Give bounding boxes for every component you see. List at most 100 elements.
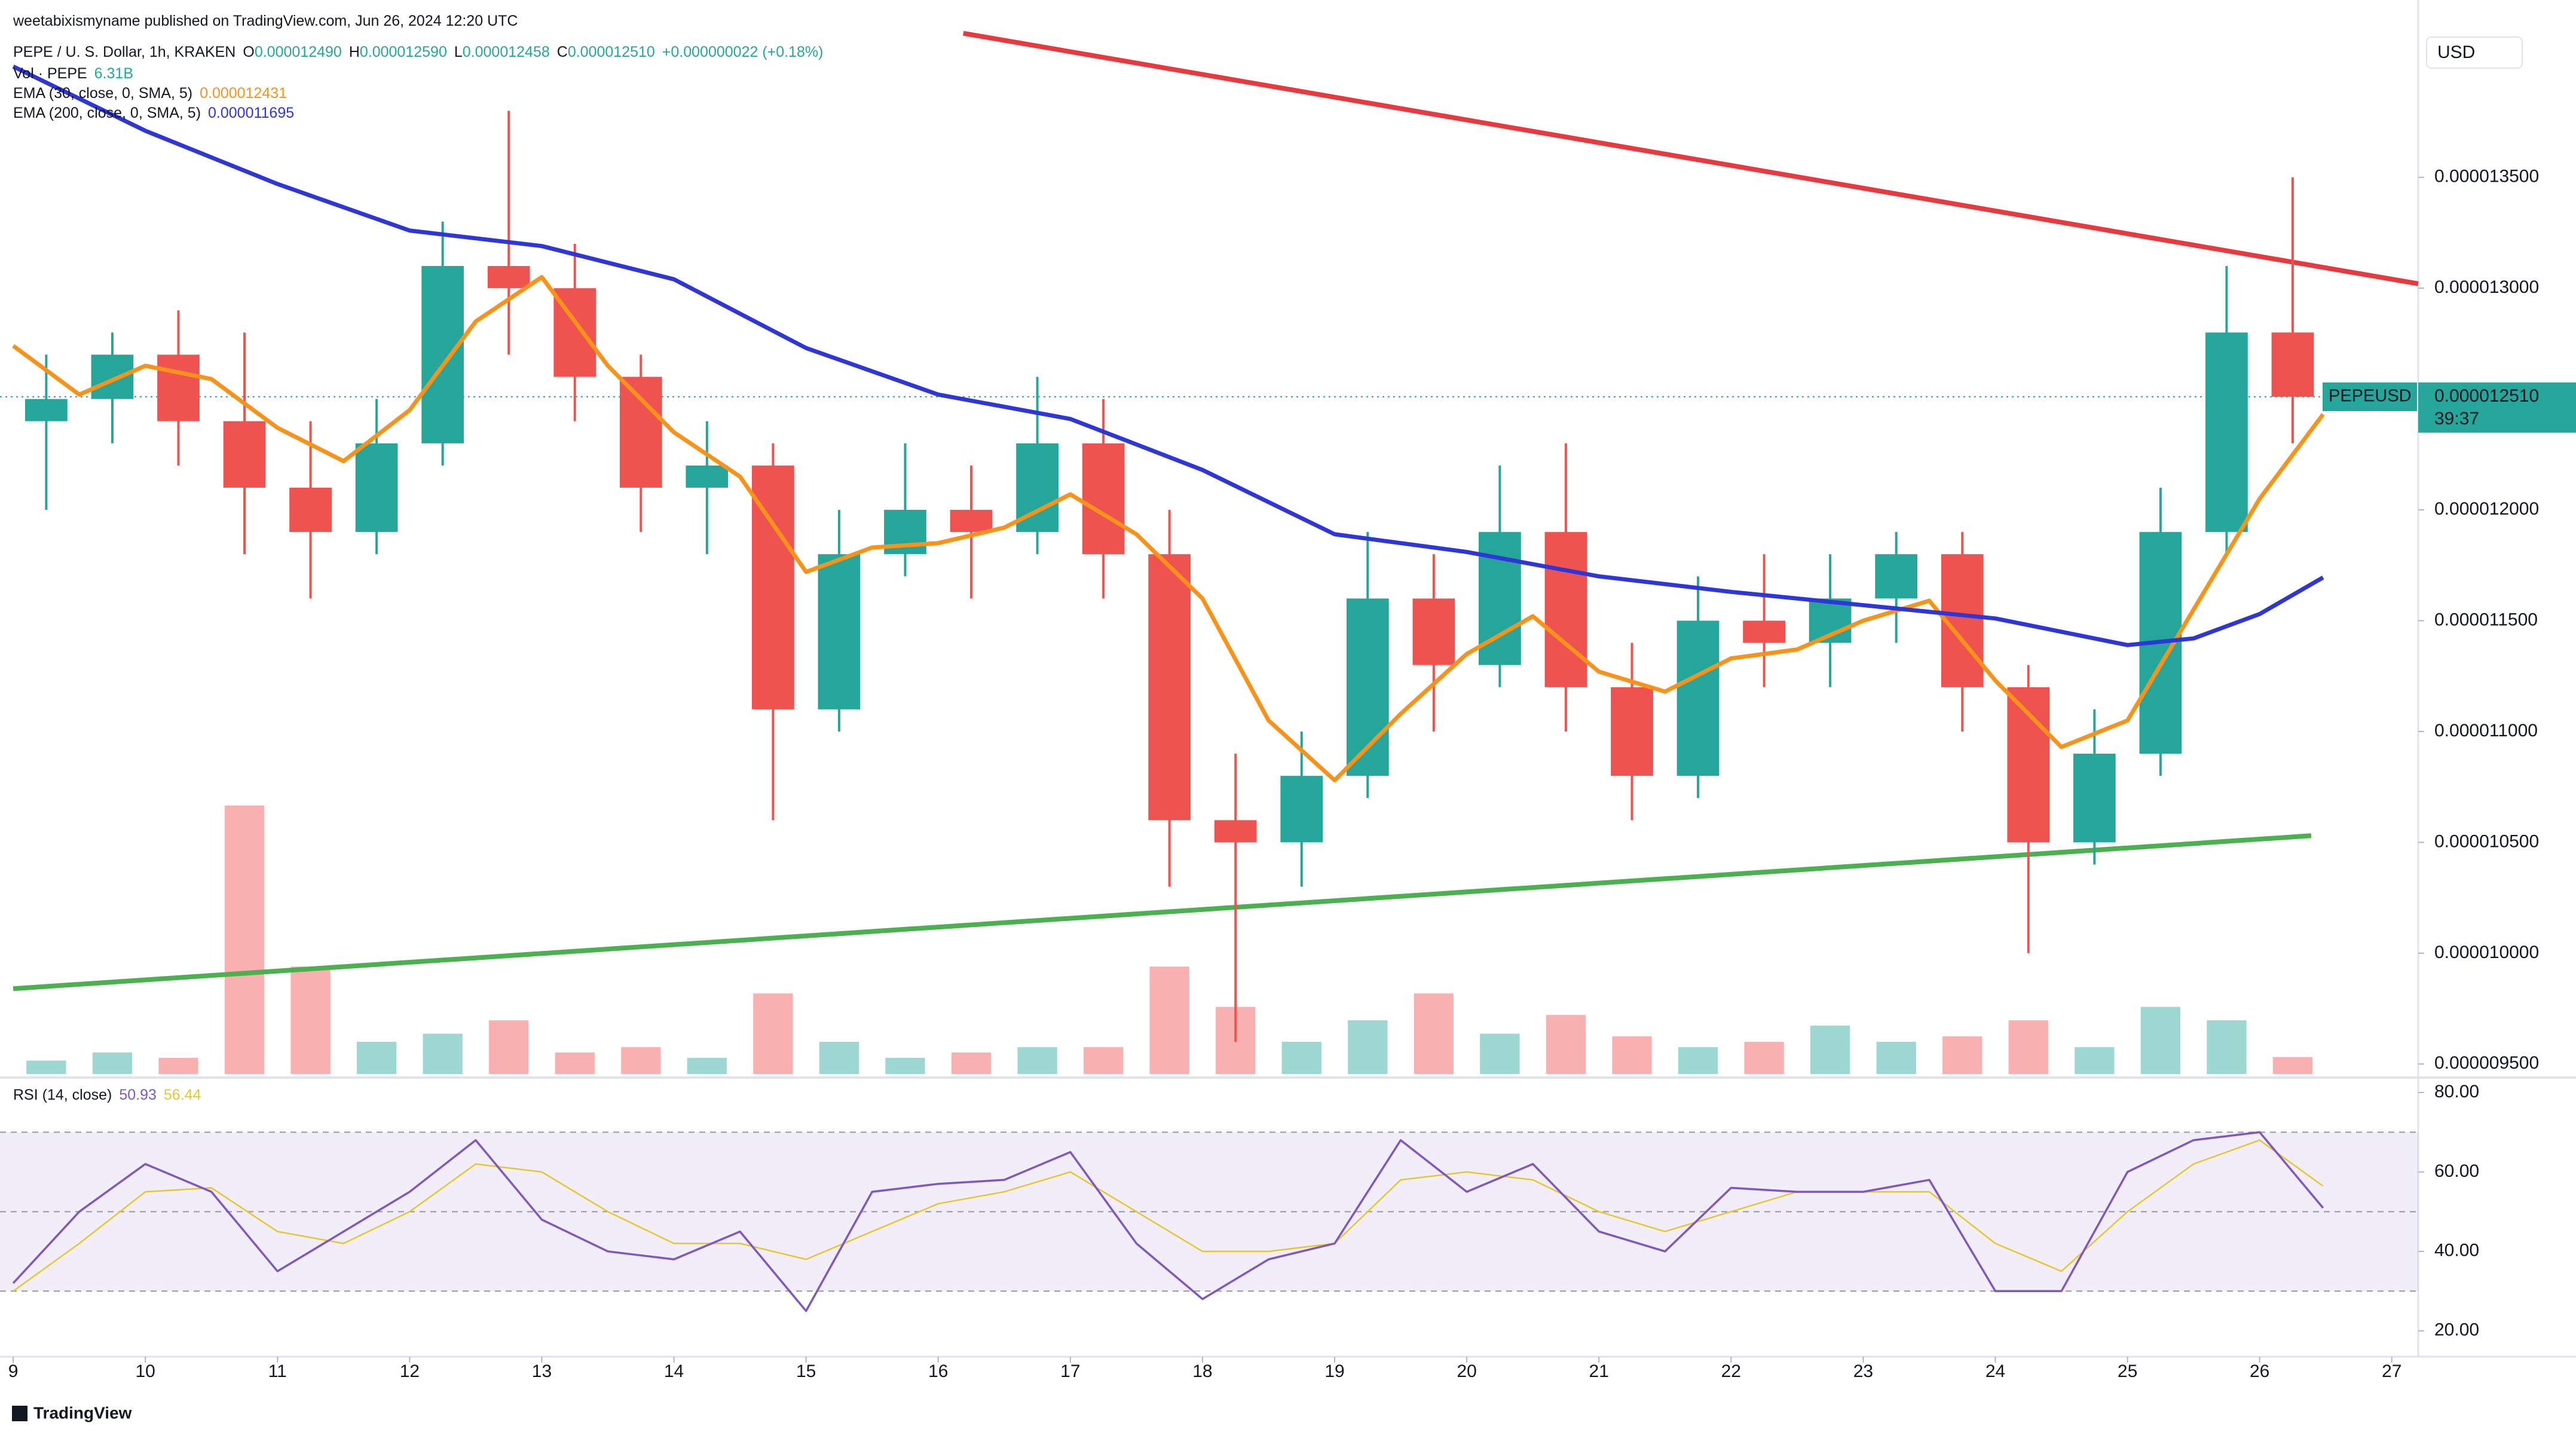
candle-body bbox=[223, 421, 266, 488]
x-tick-label: 13 bbox=[532, 1361, 552, 1381]
logo-mark bbox=[12, 1406, 27, 1421]
legend-text: 0.000012590 bbox=[360, 44, 447, 60]
x-tick-label: 16 bbox=[928, 1361, 948, 1381]
y-tick-label: 0.000013000 bbox=[2434, 277, 2539, 297]
candle-body bbox=[1214, 820, 1257, 843]
candle-body bbox=[289, 487, 332, 533]
legend-text: 0.000012431 bbox=[200, 85, 287, 102]
volume-bar bbox=[1348, 1020, 1388, 1074]
legend-line: weetabixismyname published on TradingVie… bbox=[13, 13, 518, 29]
legend-text: PEPE / U. S. Dollar, 1h, KRAKEN bbox=[13, 44, 235, 60]
candle-body bbox=[2271, 332, 2314, 397]
y-tick-label: 20.00 bbox=[2434, 1320, 2479, 1340]
y-tick-label: 80.00 bbox=[2434, 1082, 2479, 1101]
volume-bar bbox=[2008, 1020, 2048, 1074]
y-tick-label: 0.000011000 bbox=[2434, 721, 2538, 741]
currency-box[interactable] bbox=[2426, 36, 2523, 69]
volume-bar bbox=[26, 1060, 66, 1074]
legend-text: EMA (200, close, 0, SMA, 5) bbox=[13, 105, 201, 121]
legend-text: 0.000012458 bbox=[463, 44, 550, 60]
candle-body bbox=[2073, 754, 2116, 843]
last-price-label: 0.000012510 bbox=[2434, 386, 2539, 406]
symbol-label: PEPEUSD bbox=[2329, 387, 2412, 406]
currency: USD bbox=[2437, 42, 2475, 62]
x-tick-label: 14 bbox=[664, 1361, 684, 1381]
volume-bar bbox=[2207, 1020, 2247, 1074]
candle-body bbox=[1082, 443, 1125, 555]
candle-body bbox=[157, 354, 200, 421]
legend-line: Vol · PEPE 6.31B bbox=[13, 65, 133, 82]
countdown: 39:37 bbox=[2434, 409, 2479, 429]
candle-body bbox=[355, 443, 398, 533]
candle-body bbox=[619, 377, 662, 488]
volume-bar bbox=[158, 1058, 198, 1074]
volume-bar bbox=[1942, 1036, 1983, 1074]
volume-bar bbox=[1017, 1047, 1057, 1074]
volume-bar bbox=[1083, 1047, 1124, 1074]
x-tick-label: 9 bbox=[8, 1361, 19, 1381]
volume-bar bbox=[2272, 1057, 2313, 1074]
legend-text: RSI (14, close) bbox=[13, 1087, 112, 1103]
x-tick-label: 20 bbox=[1457, 1361, 1476, 1381]
x-tick-label: 25 bbox=[2118, 1361, 2137, 1381]
x-tick-label: 12 bbox=[400, 1361, 420, 1381]
volume-bar bbox=[2140, 1006, 2181, 1074]
x-tick-label: 19 bbox=[1324, 1361, 1344, 1381]
volume-bar bbox=[1414, 993, 1454, 1074]
trendline bbox=[963, 30, 2419, 286]
symbol-label-box bbox=[2323, 382, 2417, 411]
legend-text: L bbox=[454, 44, 463, 60]
branding: TradingView bbox=[33, 1403, 132, 1422]
x-tick-label: 10 bbox=[136, 1361, 155, 1381]
legend-text: 0.000012490 bbox=[255, 44, 342, 60]
volume-bar bbox=[1546, 1015, 1586, 1074]
volume-bar bbox=[687, 1058, 727, 1074]
volume-bar bbox=[1281, 1042, 1321, 1074]
volume-bar bbox=[555, 1052, 595, 1074]
candle-body bbox=[818, 554, 861, 709]
volume-bar bbox=[489, 1020, 529, 1074]
legend-text: Vol · PEPE bbox=[13, 65, 87, 82]
candle-body bbox=[421, 266, 464, 443]
series-line bbox=[12, 1131, 2324, 1312]
volume-bar bbox=[885, 1058, 925, 1074]
legend-line: RSI (14, close) 50.93 56.44 bbox=[13, 1087, 201, 1103]
candle-body bbox=[487, 266, 530, 289]
volume-bar bbox=[1612, 1036, 1652, 1074]
legend-text: 56.44 bbox=[164, 1087, 201, 1103]
y-tick-label: 0.000009500 bbox=[2434, 1053, 2539, 1073]
series-line bbox=[12, 65, 2324, 647]
logo: TradingView bbox=[12, 1403, 132, 1422]
candle-body bbox=[1544, 532, 1587, 687]
x-tick-label: 17 bbox=[1060, 1361, 1080, 1381]
x-tick-label: 11 bbox=[268, 1361, 287, 1381]
legend-text: 6.31B bbox=[94, 65, 133, 82]
legend-text: H bbox=[349, 44, 360, 60]
x-tick-label: 24 bbox=[1985, 1361, 2005, 1381]
y-tick-label: 0.000012000 bbox=[2434, 499, 2539, 519]
y-tick-label: 40.00 bbox=[2434, 1241, 2479, 1260]
x-tick-label: 18 bbox=[1192, 1361, 1212, 1381]
candle-body bbox=[2205, 332, 2248, 533]
volume-bar bbox=[753, 993, 793, 1074]
candle-body bbox=[1148, 554, 1191, 821]
candle-body bbox=[1743, 620, 1785, 643]
legend-text: C bbox=[557, 44, 568, 60]
trendline bbox=[13, 833, 2312, 992]
volume-bar bbox=[290, 966, 331, 1074]
x-tick-label: 23 bbox=[1853, 1361, 1873, 1381]
legend-line: EMA (30, close, 0, SMA, 5) 0.000012431 bbox=[13, 85, 287, 102]
x-tick-label: 21 bbox=[1589, 1361, 1609, 1381]
x-tick-label: 15 bbox=[796, 1361, 816, 1381]
candle-body bbox=[91, 354, 134, 399]
volume-bar bbox=[423, 1033, 463, 1074]
legend-text: O bbox=[243, 44, 254, 60]
legend-line: EMA (200, close, 0, SMA, 5) 0.000011695 bbox=[13, 105, 294, 121]
volume-bar bbox=[951, 1052, 992, 1074]
volume-bar bbox=[1876, 1042, 1916, 1074]
last-price-box bbox=[2418, 382, 2576, 433]
volume-bar bbox=[356, 1042, 397, 1074]
legend-text: 50.93 bbox=[119, 1087, 157, 1103]
candle-body bbox=[950, 510, 993, 533]
